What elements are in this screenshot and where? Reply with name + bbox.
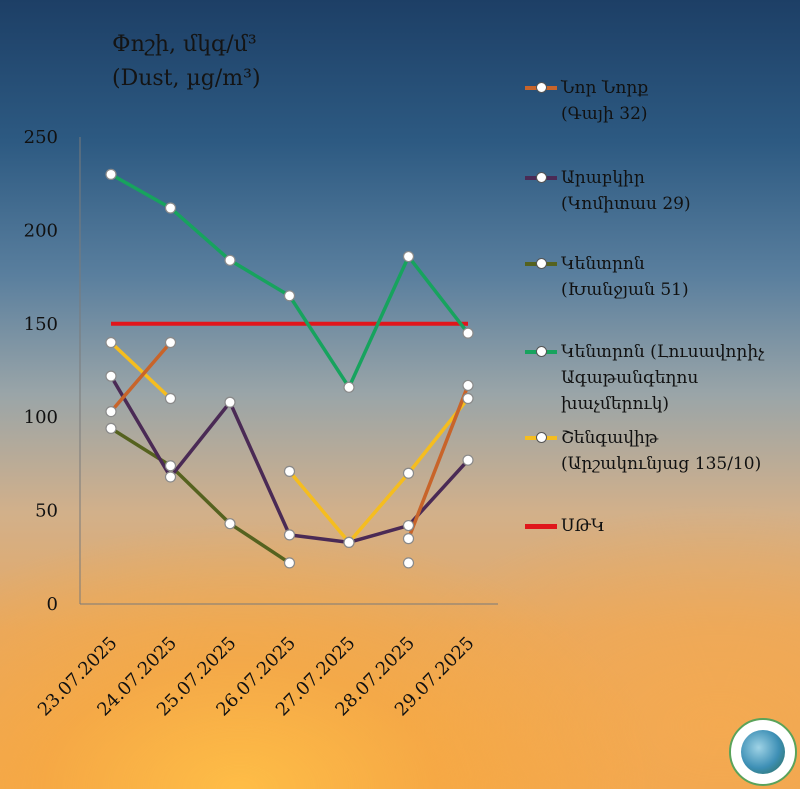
- legend-swatch: [525, 172, 557, 183]
- series-4-line-segment: [347, 471, 411, 545]
- series-3-line-segment: [287, 294, 351, 390]
- legend-swatch: [525, 432, 557, 443]
- series-2-point: [105, 422, 117, 435]
- series-0-point: [164, 336, 177, 349]
- legend-label-line: խաչմերուկ): [561, 394, 670, 414]
- series-4-point: [105, 336, 117, 349]
- legend-label: Կենտրոն (Լուսավորիչ Ագաթանգեղոս խաչմերուկ): [561, 339, 800, 417]
- series-1-line-segment: [347, 523, 411, 545]
- chart-title-line2: (Dust, µg/m³): [112, 66, 261, 91]
- legend-label: Արաբկիր (Կոմիտաս 29): [561, 165, 800, 217]
- chart-title: Փոշի, մկգ/մ³ (Dust, µg/m³): [112, 28, 261, 96]
- series-1-line-segment: [228, 400, 292, 537]
- legend-label-line: ՍԹԿ: [561, 516, 605, 536]
- series-4-line-segment: [109, 340, 173, 401]
- legend-marker: [536, 432, 547, 443]
- series-1-point: [105, 370, 117, 382]
- series-2-point: [402, 557, 415, 569]
- series-1-point: [164, 471, 177, 483]
- legend-label: Նոր Նորք (Գայի 32): [561, 75, 800, 127]
- y-tick-label: 50: [35, 501, 58, 522]
- series-3-line-segment: [406, 254, 470, 335]
- series-2-point: [283, 557, 296, 569]
- series-4-point: [164, 392, 177, 405]
- legend-label-line: Նոր Նորք: [561, 78, 649, 98]
- series-3-point: [105, 168, 117, 180]
- legend-label: Շենգավիթ (Արշակունյաց 135/10): [561, 425, 800, 477]
- series-1-line-segment: [287, 533, 351, 545]
- legend-marker: [536, 258, 547, 269]
- legend-label-line: Կենտրոն: [561, 254, 645, 274]
- legend-marker: [536, 346, 547, 357]
- globe-icon: [741, 730, 785, 774]
- legend-label-line: (Կոմիտաս 29): [561, 194, 691, 214]
- series-0-point: [402, 533, 415, 545]
- legend-swatch: [525, 258, 557, 269]
- series-0-line-segment: [406, 383, 470, 541]
- y-tick-label: 0: [47, 594, 58, 615]
- series-3-point: [462, 327, 474, 339]
- series-1-line-segment: [109, 374, 173, 479]
- y-tick-label: 150: [24, 314, 58, 335]
- legend-label-line: Արաբկիր: [561, 168, 645, 188]
- legend-label-line: (Խանջյան 51): [561, 280, 689, 300]
- series-4-point: [462, 392, 474, 405]
- series-4-line-segment: [287, 469, 351, 545]
- legend-label-line: (Արշակունյաց 135/10): [561, 454, 762, 474]
- series-3-point: [343, 381, 355, 393]
- legend-marker: [536, 82, 547, 93]
- chart-title-line1: Փոշի, մկգ/մ³: [112, 32, 257, 57]
- y-tick-label: 200: [24, 220, 58, 241]
- legend-label: Կենտրոն (Խանջյան 51): [561, 251, 800, 303]
- legend-label-line: Շենգավիթ: [561, 428, 659, 448]
- series-3-line-segment: [168, 206, 232, 263]
- legend-label-line: Կենտրոն (Լուսավորիչ: [561, 342, 765, 362]
- series-1-point: [402, 519, 415, 532]
- series-1-point: [462, 454, 474, 466]
- series-4-point: [402, 467, 415, 479]
- legend-marker: [536, 172, 547, 183]
- series-1-point: [224, 396, 236, 408]
- series-2-point: [224, 518, 236, 530]
- series-3-line-segment: [109, 172, 173, 210]
- legend-swatch: [525, 82, 557, 93]
- series-1-point: [283, 529, 296, 541]
- series-0-point: [462, 379, 474, 392]
- series-3-point: [402, 250, 415, 263]
- series-3-line-segment: [228, 258, 292, 298]
- series-4-point: [343, 536, 355, 548]
- series-3-point: [283, 290, 296, 302]
- legend-label: ՍԹԿ: [561, 513, 800, 539]
- legend-swatch: [525, 524, 557, 529]
- series-2-line-segment: [168, 464, 232, 526]
- series-0-point: [105, 405, 117, 418]
- series-2-point: [164, 460, 177, 472]
- legend-label-line: (Գայի 32): [561, 104, 648, 124]
- y-tick-label: 250: [24, 127, 58, 148]
- series-0-line-segment: [109, 340, 173, 414]
- series-3-point: [164, 202, 177, 214]
- legend-swatch: [525, 346, 557, 357]
- legend-label-line: Ագաթանգեղոս: [561, 368, 699, 388]
- series-3-point: [224, 254, 236, 266]
- organization-logo: [729, 718, 797, 786]
- series-1-line-segment: [168, 400, 232, 479]
- series-2-line-segment: [228, 521, 292, 565]
- series-3-line-segment: [347, 254, 411, 390]
- series-4-point: [283, 465, 296, 477]
- y-tick-label: 100: [24, 407, 58, 428]
